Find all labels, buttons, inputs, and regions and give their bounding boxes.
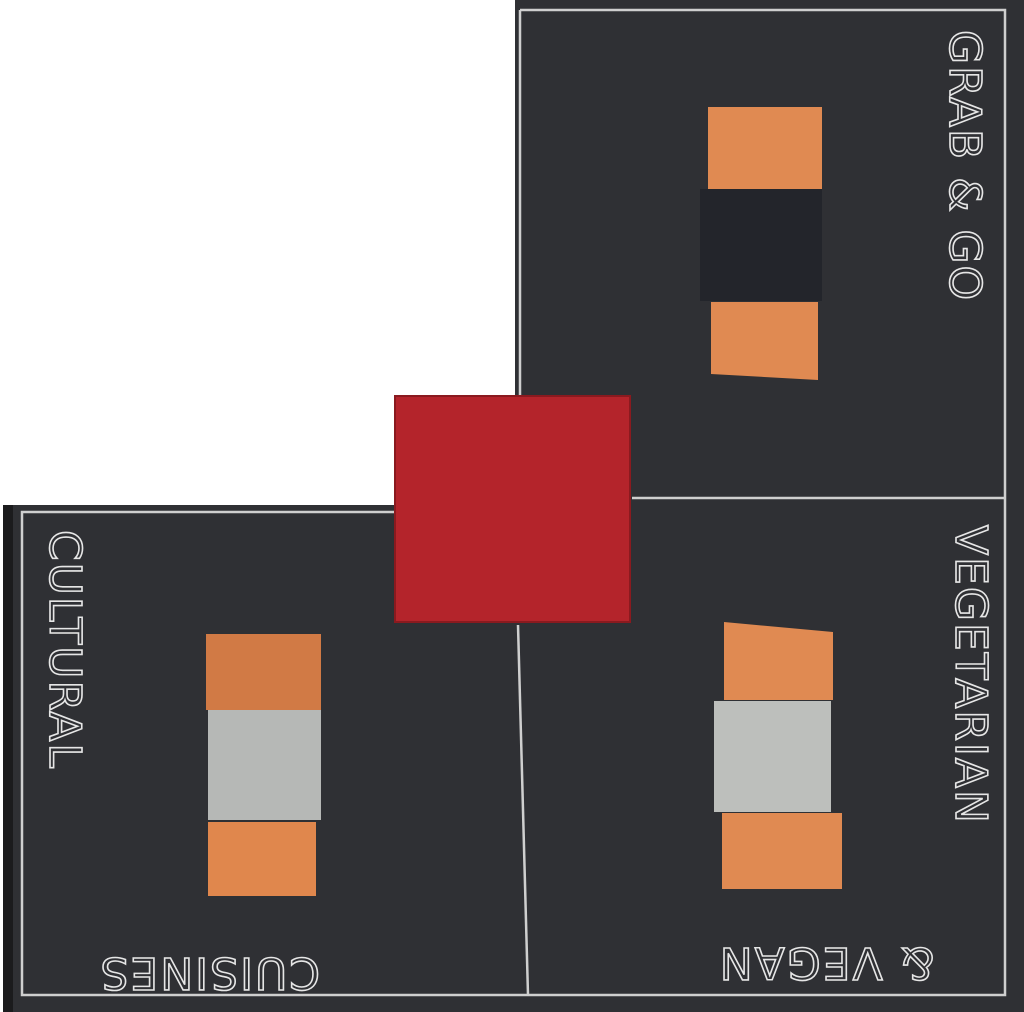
panel-label: CULTURAL	[39, 530, 90, 770]
red-center-square	[394, 395, 631, 623]
panel-sublabel: & VEGAN	[718, 937, 935, 988]
module-cultural	[206, 634, 321, 896]
chalk-lines	[20, 8, 1007, 997]
panel-sublabel: CUISINES	[99, 947, 320, 998]
panel-label: VEGETARIAN	[945, 525, 996, 825]
copper-strip	[711, 302, 818, 380]
panel-label: GRAB & GO	[939, 30, 990, 302]
divider-bottom	[516, 624, 530, 996]
module-grab-and-go	[700, 107, 822, 380]
grey-pad	[714, 701, 831, 812]
module-vegetarian	[714, 622, 842, 889]
copper-strip	[206, 634, 321, 710]
copper-strip	[708, 107, 822, 189]
copper-strip	[722, 813, 842, 889]
copper-strip	[724, 622, 833, 700]
grey-pad	[208, 710, 321, 820]
copper-strip	[208, 822, 316, 896]
dark-pad	[700, 189, 822, 301]
outer-border	[20, 8, 1007, 997]
